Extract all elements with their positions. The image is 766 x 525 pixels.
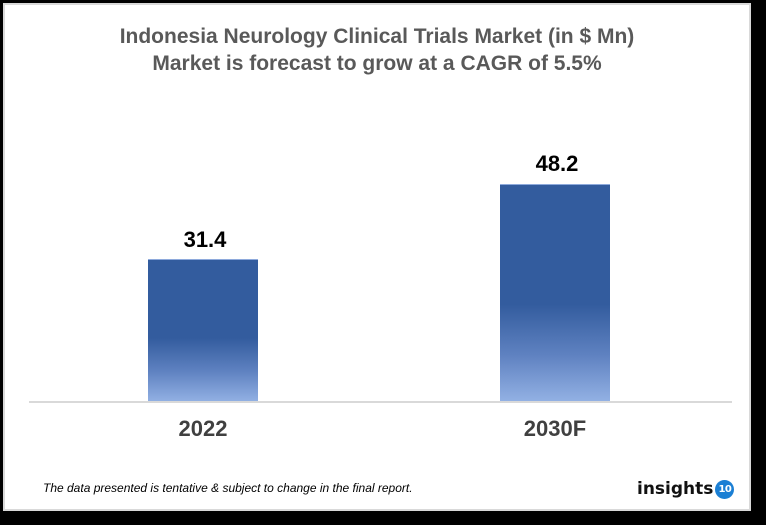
logo-badge-icon: 10 [715, 479, 735, 499]
x-tick-label-2022: 2022 [178, 416, 228, 441]
x-tick-label-2030f: 2030F [523, 416, 587, 441]
chart-card: Indonesia Neurology Clinical Trials Mark… [3, 3, 751, 511]
chart-title: Indonesia Neurology Clinical Trials Mark… [119, 25, 635, 48]
bar-value-label-2022: 31.4 [183, 227, 227, 252]
chart-subtitle: Market is forecast to grow at a CAGR of … [152, 52, 602, 75]
logo-text: insights [637, 479, 714, 499]
bar-2022 [148, 259, 258, 402]
x-axis-line [29, 401, 732, 403]
bar-value-label-2030f: 48.2 [535, 151, 579, 176]
insights10-logo: insights 10 [637, 479, 735, 499]
disclaimer-note: The data presented is tentative & subjec… [43, 481, 413, 495]
bar-2030f [500, 184, 610, 402]
